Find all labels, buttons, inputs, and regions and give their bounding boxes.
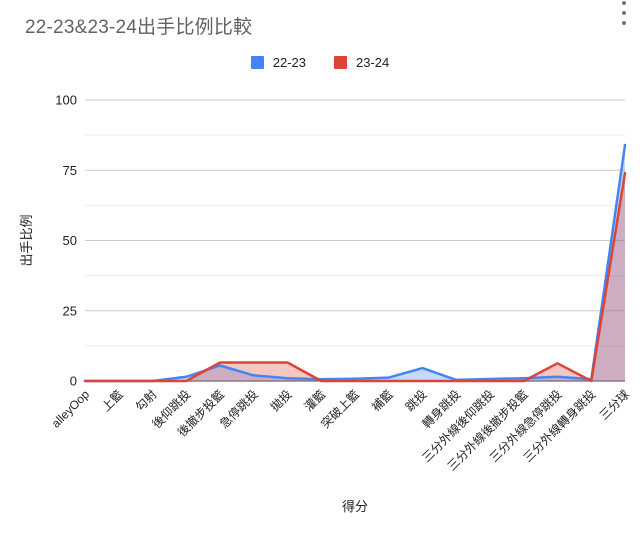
kebab-dot — [622, 21, 626, 25]
legend-item-22-23: 22-23 — [250, 55, 306, 70]
series-area-23-24 — [85, 173, 625, 381]
legend-swatch-22-23 — [250, 56, 264, 69]
legend-item-23-24: 23-24 — [334, 55, 389, 70]
series-line-22-23 — [83, 143, 627, 383]
legend-swatch-23-24 — [334, 56, 347, 69]
x-axis-category-label: alleyOop — [49, 387, 93, 431]
kebab-menu-icon[interactable] — [617, 1, 631, 25]
x-axis-category-label: 跳投 — [402, 387, 430, 415]
x-axis-title: 得分 — [342, 499, 368, 514]
y-axis-tick-label: 75 — [63, 163, 77, 178]
y-axis-tick-label: 25 — [63, 303, 77, 318]
kebab-dot — [622, 1, 626, 5]
x-axis-category-label: 上籃 — [98, 387, 126, 415]
chart-legend: 22-23 23-24 — [0, 55, 640, 70]
x-axis-category-label: 三分球 — [597, 387, 632, 422]
legend-label-23-24: 23-24 — [356, 55, 390, 70]
x-axis-category-label: 勾射 — [132, 387, 160, 415]
x-axis-category-label: 拋投 — [267, 387, 295, 415]
x-axis-category-label: 補籃 — [368, 387, 396, 415]
y-axis-title: 出手比例 — [19, 214, 34, 266]
y-axis-tick-label: 50 — [63, 233, 77, 248]
kebab-dot — [622, 11, 626, 15]
legend-label-22-23: 22-23 — [272, 55, 306, 70]
x-axis-category-label: 灌籃 — [301, 387, 329, 415]
chart-title: 22-23&23-24出手比例比較 — [25, 17, 253, 38]
y-axis-tick-label: 100 — [55, 93, 77, 108]
series-line-23-24 — [83, 171, 627, 383]
y-axis-tick-label: 0 — [70, 374, 77, 389]
